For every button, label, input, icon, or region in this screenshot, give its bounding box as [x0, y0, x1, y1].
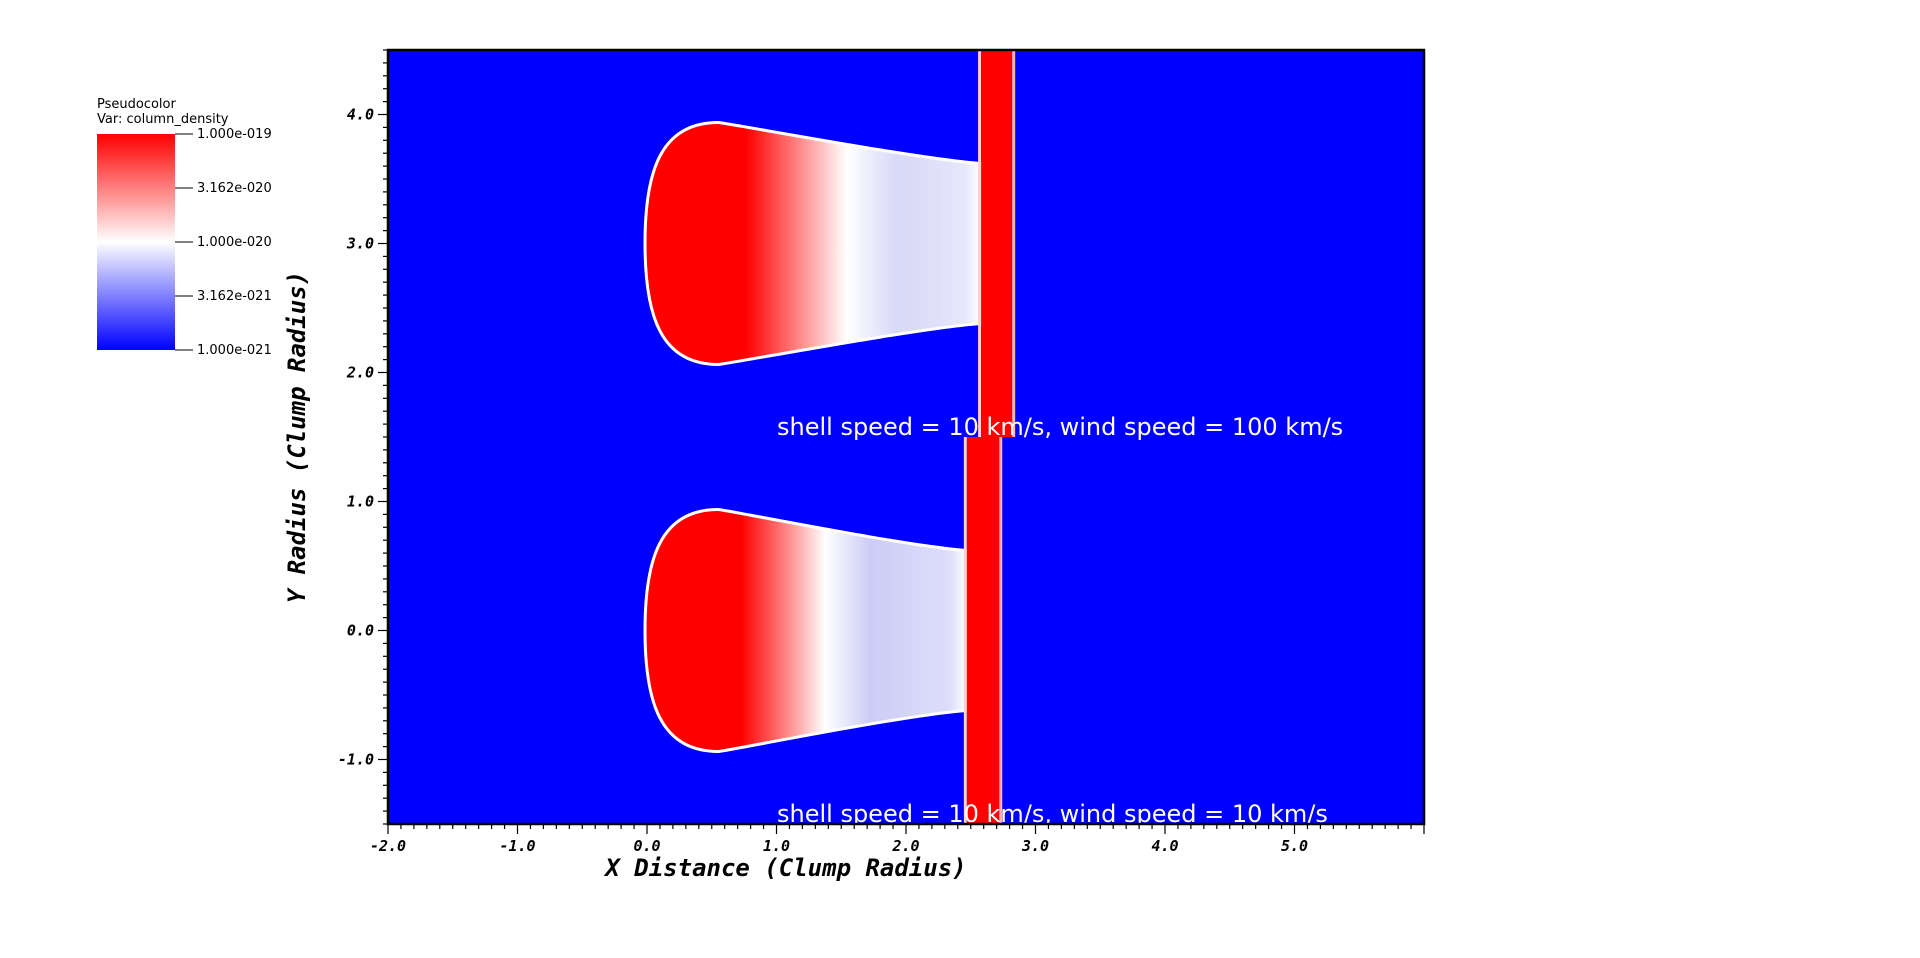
y-tick-label: 2.0 — [346, 364, 374, 382]
colorbar-legend: Pseudocolor Var: column_density 1.000e-0… — [97, 97, 272, 358]
panel-annotation: shell speed = 10 km/s, wind speed = 100 … — [777, 413, 1343, 441]
y-axis-label: Y Radius (Clump Radius) — [283, 271, 311, 603]
panel-2: shell speed = 10 km/s, wind speed = 10 k… — [643, 437, 1328, 828]
y-tick-label: 3.0 — [346, 235, 374, 253]
panel-1: shell speed = 10 km/s, wind speed = 100 … — [643, 50, 1343, 441]
clump — [643, 507, 969, 754]
y-tick-label: 0.0 — [347, 622, 374, 640]
x-tick-label: 5.0 — [1281, 837, 1308, 855]
x-tick-label: 3.0 — [1021, 837, 1049, 855]
legend-tick-label: 1.000e-019 — [197, 127, 272, 142]
y-tick-label: -1.0 — [338, 751, 374, 769]
y-tick-label: 1.0 — [347, 493, 374, 511]
shell-edge — [963, 437, 967, 824]
shell — [981, 50, 1013, 437]
legend-tick-label: 1.000e-020 — [197, 235, 272, 250]
clump — [643, 120, 983, 367]
shell-edge — [978, 50, 982, 437]
legend-tick-label: 1.000e-021 — [197, 343, 272, 358]
heatmap-area: shell speed = 10 km/s, wind speed = 100 … — [388, 50, 1424, 828]
y-tick-label: 4.0 — [347, 106, 374, 124]
x-tick-label: 1.0 — [763, 837, 790, 855]
shell-edge — [999, 437, 1003, 824]
x-tick-label: 0.0 — [633, 837, 660, 855]
legend-tick-label: 3.162e-020 — [197, 181, 272, 196]
legend-variable: Var: column_density — [97, 112, 229, 127]
panel-annotation: shell speed = 10 km/s, wind speed = 10 k… — [777, 800, 1328, 828]
legend-tick-label: 3.162e-021 — [197, 289, 272, 304]
shell-edge — [1012, 50, 1016, 437]
colorbar — [97, 134, 175, 350]
x-axis-label: X Distance (Clump Radius) — [603, 854, 966, 882]
x-tick-label: 2.0 — [891, 837, 919, 855]
x-tick-label: -2.0 — [370, 837, 406, 855]
legend-title: Pseudocolor — [97, 97, 176, 112]
y-axis: -1.0 0.0 1.0 2.0 3.0 4.0 — [338, 49, 388, 825]
x-tick-label: 4.0 — [1151, 837, 1178, 855]
x-tick-label: -1.0 — [499, 837, 535, 855]
x-axis: -2.0 -1.0 0.0 1.0 2.0 3.0 4.0 5.0 — [370, 824, 1425, 855]
shell — [966, 437, 1000, 824]
